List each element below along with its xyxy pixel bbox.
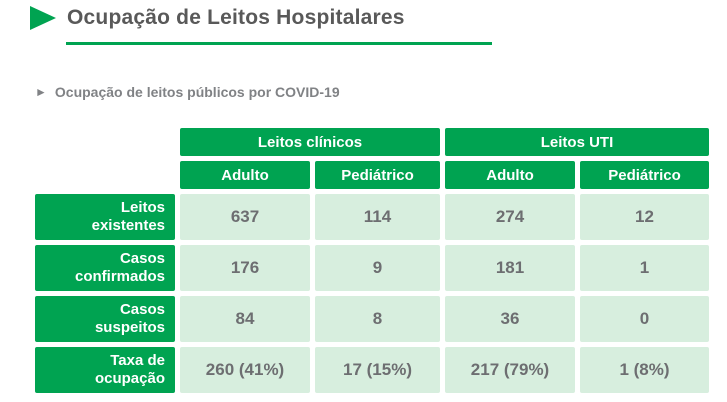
row-label-leitos-existentes: Leitos existentes [35, 194, 175, 240]
page-header: Ocupação de Leitos Hospitalares [30, 6, 405, 30]
row-label-casos-confirmados: Casos confirmados [35, 245, 175, 291]
gray-arrow-icon: ► [35, 85, 47, 99]
title-underline [66, 42, 492, 45]
table-cell: 17 (15%) [315, 347, 440, 393]
col-group-leitos-clinicos: Leitos clínicos [180, 128, 440, 156]
table-cell: 114 [315, 194, 440, 240]
section-subtitle: ► Ocupação de leitos públicos por COVID-… [35, 84, 340, 100]
table-cell: 260 (41%) [180, 347, 310, 393]
col-header-clinicos-adulto: Adulto [180, 161, 310, 189]
table-cell: 36 [445, 296, 575, 342]
row-label-casos-suspeitos: Casos suspeitos [35, 296, 175, 342]
table-cell: 0 [580, 296, 709, 342]
col-header-uti-adulto: Adulto [445, 161, 575, 189]
row-label-taxa-de-ocupacao: Taxa de ocupação [35, 347, 175, 393]
table-cell: 84 [180, 296, 310, 342]
table-cell: 637 [180, 194, 310, 240]
green-arrow-icon [30, 6, 56, 30]
col-header-uti-pediatrico: Pediátrico [580, 161, 709, 189]
table-cell: 1 [580, 245, 709, 291]
table-cell: 274 [445, 194, 575, 240]
beds-occupancy-table: Leitos clínicos Leitos UTI Adulto Pediát… [35, 128, 709, 393]
col-header-clinicos-pediatrico: Pediátrico [315, 161, 440, 189]
table-cell: 1 (8%) [580, 347, 709, 393]
table-cell: 181 [445, 245, 575, 291]
table-cell: 12 [580, 194, 709, 240]
table-cell: 217 (79%) [445, 347, 575, 393]
table-cell: 176 [180, 245, 310, 291]
table-cell: 9 [315, 245, 440, 291]
section-subtitle-label: Ocupação de leitos públicos por COVID-19 [54, 84, 340, 100]
table-cell: 8 [315, 296, 440, 342]
col-group-leitos-uti: Leitos UTI [445, 128, 709, 156]
page-title: Ocupação de Leitos Hospitalares [67, 6, 405, 29]
